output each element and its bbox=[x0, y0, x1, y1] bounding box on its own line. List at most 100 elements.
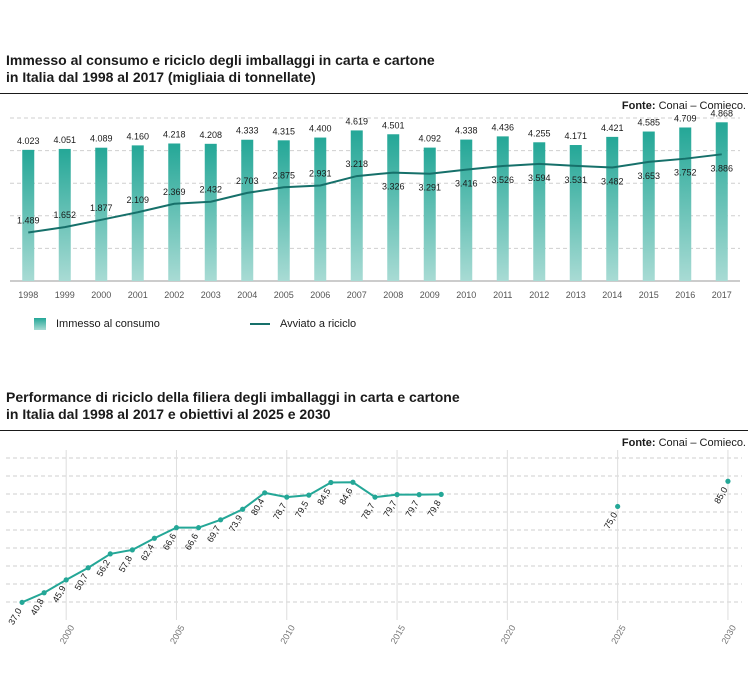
chart1-legend: Immesso al consumo Avviato a riciclo bbox=[34, 318, 356, 330]
target-label-2025: 75,0 bbox=[602, 510, 619, 530]
point-2017 bbox=[438, 491, 444, 497]
point-label-1998: 37,0 bbox=[6, 606, 23, 626]
line-label-2014: 3.482 bbox=[601, 176, 624, 186]
bar-2010 bbox=[460, 139, 473, 281]
bar-label-2011: 4.436 bbox=[491, 122, 514, 132]
chart1-source: Fonte: Conai – Comieco. bbox=[622, 100, 746, 112]
point-2010 bbox=[284, 494, 290, 500]
chart2-title-line1: Performance di riciclo della filiera deg… bbox=[6, 389, 460, 405]
bar-2017 bbox=[715, 122, 728, 282]
legend-bar-swatch bbox=[34, 318, 46, 330]
point-2001 bbox=[85, 565, 91, 571]
chart1-title: Immesso al consumo e riciclo degli imbal… bbox=[6, 52, 435, 86]
x-tick-2006: 2006 bbox=[310, 290, 330, 300]
bar-label-2010: 4.338 bbox=[455, 126, 478, 136]
line-label-2011: 3.526 bbox=[491, 175, 514, 185]
x-tick-2000: 2000 bbox=[58, 623, 77, 645]
chart2-title-rule bbox=[0, 430, 748, 431]
bar-label-2017: 4.868 bbox=[710, 108, 733, 118]
bar-label-2007: 4.619 bbox=[345, 116, 368, 126]
bar-2005 bbox=[277, 140, 290, 281]
line-label-2012: 3.594 bbox=[528, 173, 551, 183]
bar-1998 bbox=[22, 149, 35, 281]
point-2000 bbox=[63, 577, 69, 583]
x-tick-2002: 2002 bbox=[164, 290, 184, 300]
x-tick-2016: 2016 bbox=[675, 290, 695, 300]
bar-2003 bbox=[204, 143, 217, 281]
bar-2004 bbox=[241, 139, 254, 281]
bar-label-2016: 4.709 bbox=[674, 113, 697, 123]
chart2-title-line2: in Italia dal 1998 al 2017 e obiettivi a… bbox=[6, 406, 331, 422]
line-label-2010: 3.416 bbox=[455, 179, 478, 189]
legend-item-bars: Immesso al consumo bbox=[56, 318, 160, 330]
bar-2006 bbox=[314, 137, 327, 281]
bar-label-2012: 4.255 bbox=[528, 128, 551, 138]
bar-2012 bbox=[533, 142, 546, 281]
chart2-source: Fonte: Conai – Comieco. bbox=[622, 437, 746, 449]
point-2013 bbox=[350, 479, 356, 485]
bar-2013 bbox=[569, 145, 582, 281]
x-tick-2001: 2001 bbox=[128, 290, 148, 300]
bar-2002 bbox=[168, 143, 181, 281]
point-1999 bbox=[41, 590, 47, 596]
point-2003 bbox=[129, 547, 135, 553]
bar-2011 bbox=[496, 136, 509, 281]
bar-2015 bbox=[642, 131, 655, 281]
point-label-2009: 80,4 bbox=[249, 497, 266, 517]
bar-label-2000: 4.089 bbox=[90, 134, 113, 144]
point-label-2003: 57,8 bbox=[117, 554, 134, 574]
bar-2009 bbox=[423, 147, 436, 281]
bar-label-2001: 4.160 bbox=[126, 131, 149, 141]
bar-label-2005: 4.315 bbox=[272, 126, 295, 136]
point-2014 bbox=[372, 494, 378, 500]
chart1-title-rule bbox=[0, 93, 748, 94]
line-label-2017: 3.886 bbox=[710, 163, 733, 173]
point-label-2017: 79,8 bbox=[425, 498, 442, 518]
point-2008 bbox=[240, 506, 246, 512]
line-label-2004: 2.703 bbox=[236, 176, 259, 186]
line-label-2007: 3.218 bbox=[345, 159, 368, 169]
line-label-1998: 1.489 bbox=[17, 215, 40, 225]
chart1-source-text: Conai – Comieco. bbox=[658, 100, 746, 112]
line-label-2009: 3.291 bbox=[418, 183, 441, 193]
bar-label-1999: 4.051 bbox=[53, 135, 76, 145]
line-label-2013: 3.531 bbox=[564, 175, 587, 185]
x-tick-2025: 2025 bbox=[609, 623, 628, 645]
point-label-2002: 56,2 bbox=[95, 558, 112, 578]
legend-line-swatch bbox=[249, 323, 270, 325]
x-tick-1999: 1999 bbox=[55, 290, 75, 300]
bar-label-2003: 4.208 bbox=[199, 130, 222, 140]
point-2009 bbox=[262, 490, 268, 496]
chart2-source-text: Conai – Comieco. bbox=[658, 437, 746, 449]
bar-label-1998: 4.023 bbox=[17, 136, 40, 146]
line-label-2008: 3.326 bbox=[382, 182, 405, 192]
bar-2014 bbox=[606, 136, 619, 281]
bar-label-2008: 4.501 bbox=[382, 120, 405, 130]
line-series-avviato bbox=[28, 153, 722, 234]
chart2-title: Performance di riciclo della filiera deg… bbox=[6, 389, 460, 423]
x-tick-2000: 2000 bbox=[91, 290, 111, 300]
line-label-1999: 1.652 bbox=[53, 210, 76, 220]
bar-label-2014: 4.421 bbox=[601, 123, 624, 133]
x-tick-2009: 2009 bbox=[420, 290, 440, 300]
line-label-2015: 3.653 bbox=[637, 171, 660, 181]
point-2002 bbox=[107, 551, 113, 557]
line-series-performance bbox=[21, 481, 442, 604]
bar-label-2002: 4.218 bbox=[163, 129, 186, 139]
point-1998 bbox=[19, 599, 25, 605]
target-label-2030: 85,0 bbox=[712, 485, 729, 505]
bar-2000 bbox=[95, 147, 108, 281]
chart1-title-line1: Immesso al consumo e riciclo degli imbal… bbox=[6, 52, 435, 68]
line-label-2003: 2.432 bbox=[199, 185, 222, 195]
x-tick-2013: 2013 bbox=[566, 290, 586, 300]
point-label-2015: 79,7 bbox=[381, 499, 398, 519]
bar-2016 bbox=[679, 127, 692, 281]
point-2012 bbox=[328, 479, 334, 486]
point-2011 bbox=[306, 492, 312, 498]
chart1-plot: 4.023 1998 4.051 1999 4.089 2000 4.160 2001 4.21… bbox=[10, 108, 740, 300]
x-tick-2012: 2012 bbox=[529, 290, 549, 300]
x-tick-2017: 2017 bbox=[712, 290, 732, 300]
bar-2007 bbox=[350, 130, 363, 281]
line-label-2006: 2.931 bbox=[309, 168, 332, 178]
